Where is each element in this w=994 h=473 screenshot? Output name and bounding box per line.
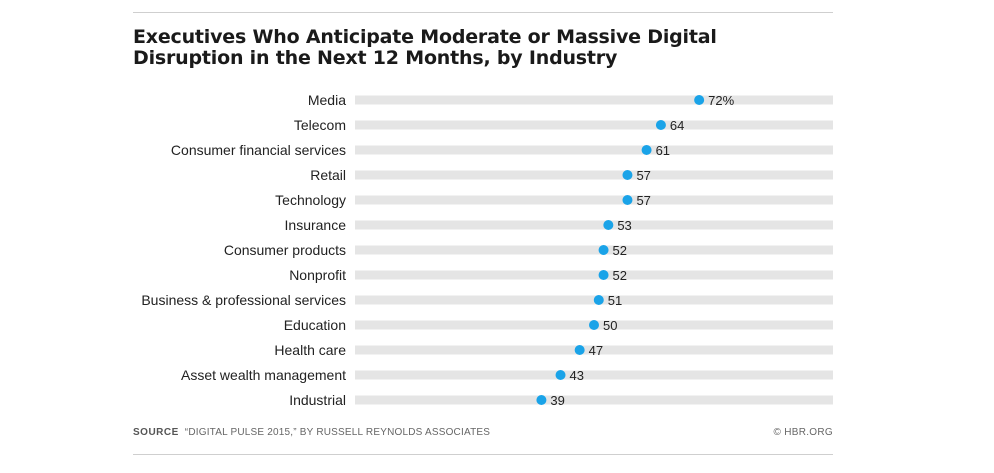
category-label: Nonprofit bbox=[289, 267, 346, 283]
data-point bbox=[555, 370, 566, 380]
data-point bbox=[574, 345, 585, 355]
category-label: Business & professional services bbox=[141, 292, 346, 308]
category-label: Insurance bbox=[285, 217, 347, 233]
value-label: 39 bbox=[550, 393, 564, 408]
bar-track bbox=[355, 170, 833, 180]
data-point bbox=[536, 395, 547, 405]
value-label: 51 bbox=[608, 293, 622, 308]
category-label: Media bbox=[308, 92, 346, 108]
category-label: Consumer products bbox=[224, 242, 346, 258]
data-point bbox=[598, 270, 609, 280]
data-point bbox=[655, 120, 666, 130]
bar-track bbox=[355, 270, 833, 280]
category-label: Education bbox=[284, 317, 346, 333]
bar-track bbox=[355, 395, 833, 405]
category-label: Consumer financial services bbox=[171, 142, 346, 158]
chart-title: Executives Who Anticipate Moderate or Ma… bbox=[133, 26, 717, 69]
data-point bbox=[603, 220, 614, 230]
category-label: Telecom bbox=[294, 117, 346, 133]
category-label: Asset wealth management bbox=[181, 367, 346, 383]
source-text: “DIGITAL PULSE 2015,” BY RUSSELL REYNOLD… bbox=[184, 427, 491, 438]
bottom-rule bbox=[133, 454, 833, 455]
data-point bbox=[589, 320, 599, 330]
category-label: Industrial bbox=[289, 392, 346, 408]
source-label: SOURCE bbox=[133, 427, 179, 438]
data-point bbox=[641, 145, 652, 155]
data-point bbox=[593, 295, 604, 305]
bar-track bbox=[355, 120, 833, 130]
value-label: 53 bbox=[617, 218, 631, 233]
bar-track bbox=[355, 95, 833, 105]
category-label: Retail bbox=[310, 167, 346, 183]
category-label: Technology bbox=[275, 192, 346, 208]
category-label: Health care bbox=[274, 342, 346, 358]
value-label: 52 bbox=[613, 243, 627, 258]
value-label: 57 bbox=[636, 168, 650, 183]
value-label: 57 bbox=[636, 193, 650, 208]
bar-track bbox=[355, 245, 833, 255]
data-point bbox=[694, 95, 705, 105]
bar-track bbox=[355, 220, 833, 230]
value-label: 64 bbox=[670, 118, 684, 133]
dot-plot: Media 72% Telecom 64 Consumer financial serv… bbox=[141, 92, 833, 408]
top-rule bbox=[133, 12, 833, 13]
bar-track bbox=[355, 145, 833, 155]
value-label: 61 bbox=[656, 143, 670, 158]
data-point bbox=[622, 170, 633, 180]
value-label: 72% bbox=[708, 93, 734, 108]
bar-track bbox=[355, 345, 833, 355]
value-label: 52 bbox=[613, 268, 627, 283]
value-label: 43 bbox=[570, 368, 584, 383]
chart-footer: SOURCE “DIGITAL PULSE 2015,” BY RUSSELL R… bbox=[133, 427, 833, 441]
bar-track bbox=[355, 195, 833, 205]
value-label: 47 bbox=[589, 343, 603, 358]
data-point bbox=[622, 195, 633, 205]
copyright-credit: © HBR.ORG bbox=[773, 427, 833, 438]
value-label: 50 bbox=[603, 318, 617, 333]
data-point bbox=[598, 245, 609, 255]
bar-track bbox=[355, 370, 833, 380]
